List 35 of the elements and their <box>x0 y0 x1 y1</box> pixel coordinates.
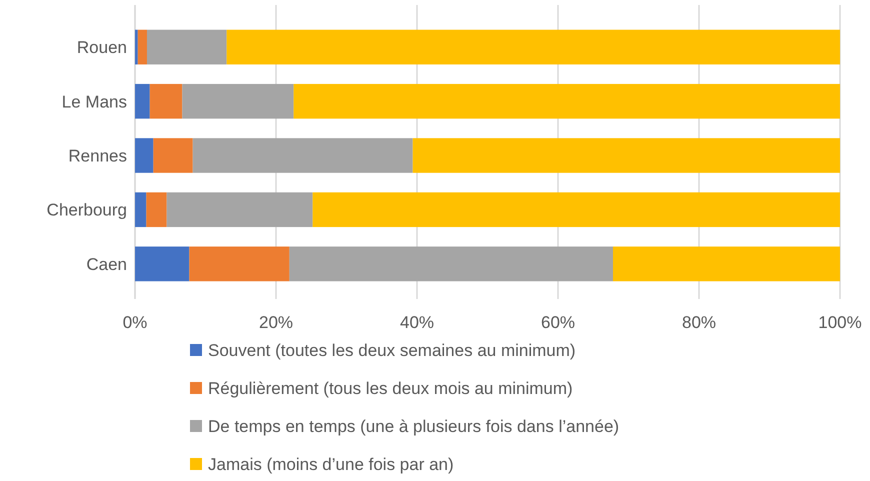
bar <box>226 30 840 64</box>
legend-label: Régulièrement (tous les deux mois au minimum) <box>208 378 573 398</box>
bar <box>166 192 313 228</box>
bar <box>146 192 167 228</box>
bar <box>153 138 193 173</box>
bar <box>135 84 150 119</box>
bar <box>312 192 840 228</box>
y-tick-label: Rennes <box>68 146 127 166</box>
legend-label: Jamais (moins d’une fois par an) <box>208 454 454 474</box>
x-tick-label: 20% <box>258 313 294 332</box>
bar <box>289 246 613 282</box>
bar <box>182 84 294 119</box>
bar <box>192 138 413 173</box>
bar <box>135 246 190 282</box>
bar <box>146 30 227 64</box>
bar <box>150 84 182 119</box>
y-tick-label: Cherbourg <box>46 200 127 220</box>
bar <box>189 246 290 282</box>
x-tick-label: 40% <box>400 313 434 332</box>
bar <box>412 138 840 173</box>
bar <box>294 84 840 119</box>
bar <box>138 30 147 64</box>
x-tick-label: 100% <box>818 313 862 332</box>
legend-label: Souvent (toutes les deux semaines au minimum) <box>208 340 576 360</box>
y-tick-label: Rouen <box>76 38 127 58</box>
x-tick-label: 0% <box>122 313 148 332</box>
x-tick-label: 80% <box>682 313 716 332</box>
bar <box>135 192 146 228</box>
bar <box>135 138 154 173</box>
y-tick-label: Caen <box>86 254 127 274</box>
bar <box>612 246 840 282</box>
legend-label: De temps en temps (une à plusieurs fois dans l’année) <box>208 416 620 436</box>
bar <box>135 30 138 64</box>
y-tick-label: Le Mans <box>62 92 127 112</box>
x-tick-label: 60% <box>540 313 576 332</box>
